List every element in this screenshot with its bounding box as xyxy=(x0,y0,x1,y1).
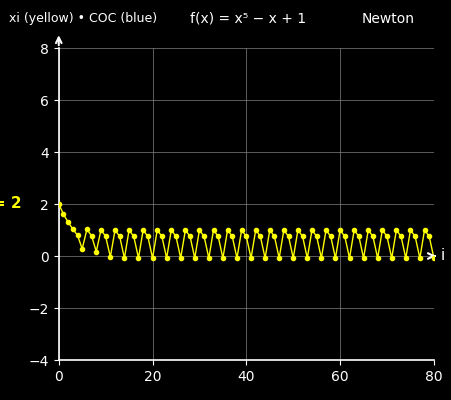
Text: i: i xyxy=(440,248,444,264)
Text: f(x) = x⁵ − x + 1: f(x) = x⁵ − x + 1 xyxy=(189,12,305,26)
Text: xi (yellow) • COC (blue): xi (yellow) • COC (blue) xyxy=(9,12,157,25)
Text: x₀ = 2: x₀ = 2 xyxy=(0,196,21,212)
Text: Newton: Newton xyxy=(361,12,414,26)
